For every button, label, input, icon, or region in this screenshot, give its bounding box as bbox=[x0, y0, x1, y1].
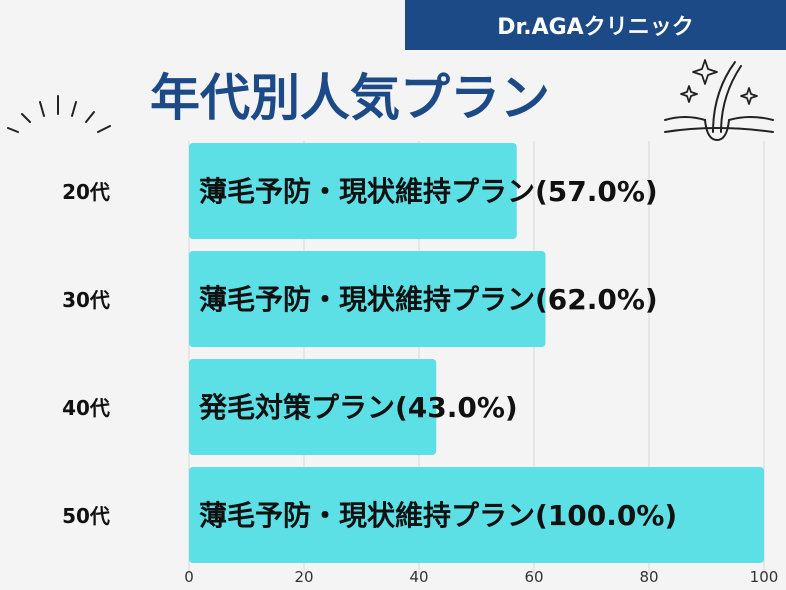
category-label: 20代 bbox=[62, 180, 110, 204]
bar bbox=[189, 143, 517, 239]
category-label: 40代 bbox=[62, 396, 110, 420]
category-label: 50代 bbox=[62, 504, 110, 528]
bar-data-label: 薄毛予防・現状維持プラン(57.0%) bbox=[199, 175, 658, 208]
x-tick-label: 100 bbox=[750, 568, 779, 586]
page-title: 年代別人気プラン bbox=[150, 69, 550, 127]
bar-data-label: 薄毛予防・現状維持プラン(62.0%) bbox=[199, 283, 658, 316]
bar-data-label: 発毛対策プラン(43.0%) bbox=[198, 391, 518, 424]
x-tick-label: 60 bbox=[524, 568, 543, 586]
hair-follicle-sparkle-icon bbox=[664, 59, 774, 142]
x-tick-label: 20 bbox=[294, 568, 313, 586]
bar bbox=[189, 359, 437, 455]
brand-banner: Dr.AGAクリニック bbox=[405, 0, 786, 50]
bar-data-label: 薄毛予防・現状維持プラン(100.0%) bbox=[199, 499, 677, 532]
brand-name: Dr.AGAクリニック bbox=[497, 15, 694, 40]
bar bbox=[189, 251, 546, 347]
bar bbox=[189, 467, 764, 563]
x-tick-label: 80 bbox=[639, 568, 658, 586]
x-tick-label: 40 bbox=[409, 568, 428, 586]
category-label: 30代 bbox=[62, 288, 110, 312]
sparkle-burst-icon bbox=[7, 95, 111, 133]
x-tick-label: 0 bbox=[184, 568, 194, 586]
